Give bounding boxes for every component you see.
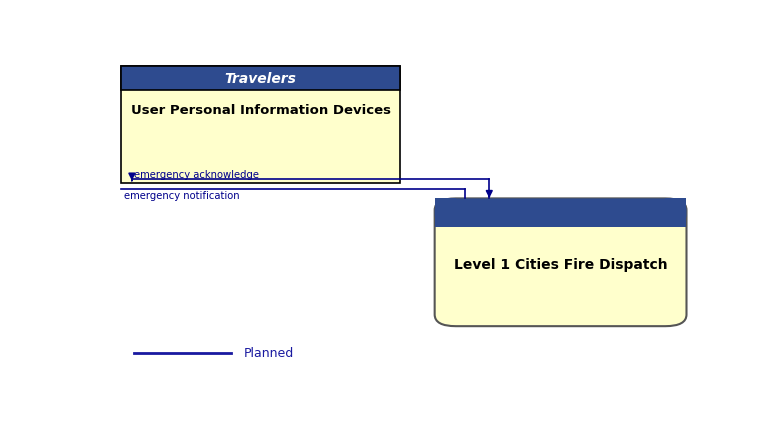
Text: Planned: Planned — [244, 347, 294, 359]
Text: emergency acknowledge: emergency acknowledge — [135, 169, 259, 179]
Bar — [121, 67, 400, 90]
Bar — [121, 90, 400, 184]
FancyBboxPatch shape — [435, 199, 687, 326]
FancyBboxPatch shape — [435, 199, 687, 227]
Bar — [435, 199, 456, 227]
Bar — [121, 67, 400, 184]
Text: User Personal Information Devices: User Personal Information Devices — [131, 104, 391, 117]
Text: emergency notification: emergency notification — [124, 190, 240, 201]
Text: Travelers: Travelers — [225, 71, 297, 86]
Text: Level 1 Cities Fire Dispatch: Level 1 Cities Fire Dispatch — [454, 258, 667, 272]
Bar — [666, 199, 687, 227]
Bar — [435, 212, 687, 227]
